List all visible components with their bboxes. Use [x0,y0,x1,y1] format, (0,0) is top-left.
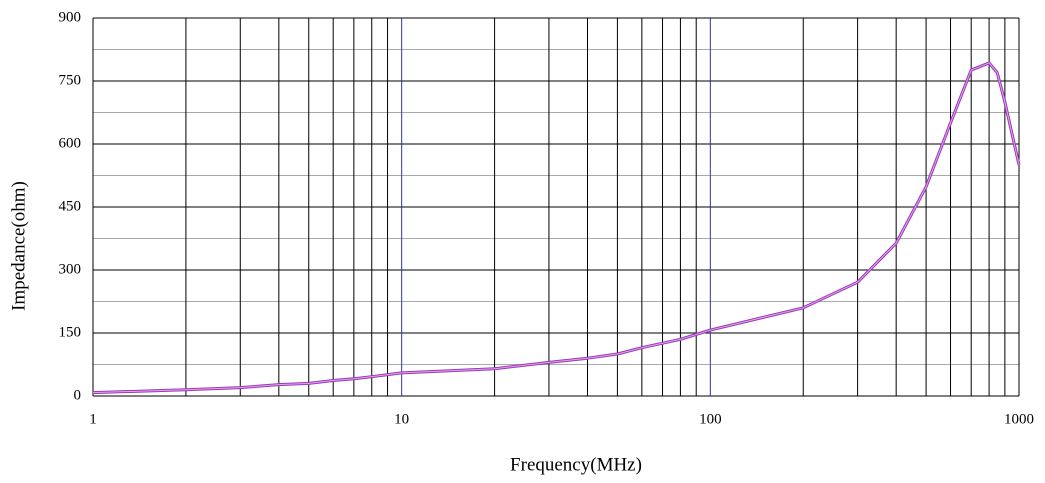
y-tick-label: 900 [59,9,82,25]
y-tick-label: 150 [59,324,82,340]
y-tick-label: 600 [59,135,82,151]
y-axis-label: Impedance(ohm) [8,181,29,311]
x-tick-label: 10 [394,411,409,427]
x-tick-label: 100 [699,411,722,427]
x-tick-label: 1 [89,411,97,427]
y-tick-label: 0 [74,387,82,403]
y-tick-label: 300 [59,261,82,277]
x-axis-label: Frequency(MHz) [510,454,642,475]
y-tick-label: 450 [59,198,82,214]
y-tick-label: 750 [59,72,82,88]
series-line-highlight [92,62,1020,394]
x-tick-label: 1000 [1004,411,1034,427]
